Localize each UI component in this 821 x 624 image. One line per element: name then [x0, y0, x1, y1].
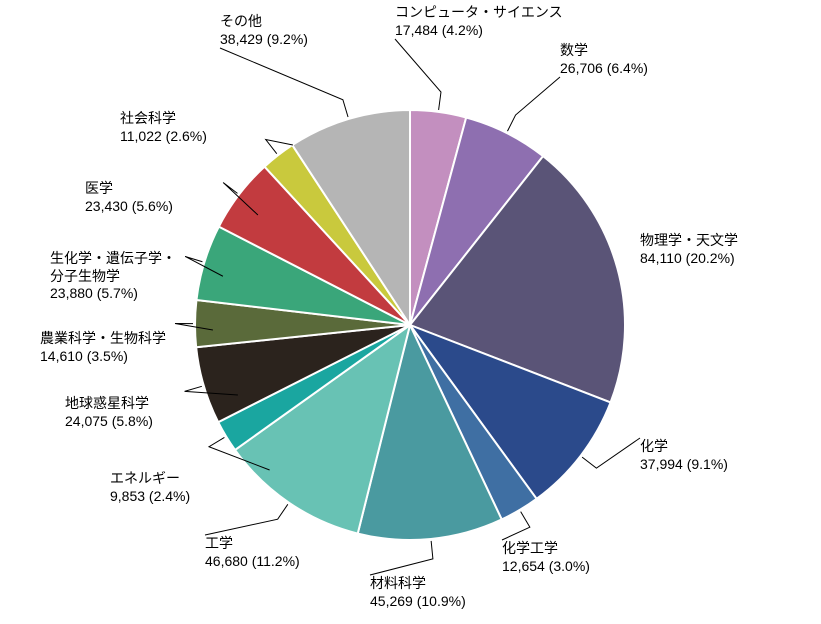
pie-label-line: 46,680 (11.2%): [205, 553, 300, 571]
pie-label-agri: 農業科学・生物科学14,610 (3.5%): [40, 330, 166, 365]
pie-label-line: 17,484 (4.2%): [395, 22, 563, 40]
pie-label-line: 23,880 (5.7%): [50, 285, 176, 303]
pie-label-line: 化学: [640, 438, 728, 456]
pie-label-line: 14,610 (3.5%): [40, 348, 166, 366]
pie-label-social: 社会科学11,022 (2.6%): [120, 110, 207, 145]
pie-label-line: 38,429 (9.2%): [220, 31, 308, 49]
pie-label-line: 37,994 (9.1%): [640, 456, 728, 474]
pie-label-materials: 材料科学45,269 (10.9%): [370, 575, 466, 610]
leader-line-eng: [205, 504, 288, 535]
pie-label-cs: コンピュータ・サイエンス17,484 (4.2%): [395, 4, 563, 39]
pie-label-line: 物理学・天文学: [640, 232, 738, 250]
pie-label-energy: エネルギー9,853 (2.4%): [110, 470, 190, 505]
pie-label-physics: 物理学・天文学84,110 (20.2%): [640, 232, 738, 267]
pie-label-line: エネルギー: [110, 470, 190, 488]
pie-chart: コンピュータ・サイエンス17,484 (4.2%)数学26,706 (6.4%)…: [0, 0, 821, 624]
pie-label-line: 農業科学・生物科学: [40, 330, 166, 348]
pie-label-earth: 地球惑星科学24,075 (5.8%): [65, 395, 153, 430]
leader-line-math: [507, 77, 560, 131]
pie-label-line: 材料科学: [370, 575, 466, 593]
pie-label-line: 化学工学: [502, 540, 590, 558]
leader-line-materials: [370, 541, 433, 575]
pie-label-line: 地球惑星科学: [65, 395, 153, 413]
pie-label-line: 9,853 (2.4%): [110, 488, 190, 506]
pie-label-line: 11,022 (2.6%): [120, 128, 207, 146]
pie-label-line: 26,706 (6.4%): [560, 60, 648, 78]
pie-label-chemistry: 化学37,994 (9.1%): [640, 438, 728, 473]
pie-label-line: 23,430 (5.6%): [85, 198, 173, 216]
pie-label-line: コンピュータ・サイエンス: [395, 4, 563, 22]
pie-label-other: その他38,429 (9.2%): [220, 13, 308, 48]
pie-label-line: 工学: [205, 535, 300, 553]
pie-label-chemeng: 化学工学12,654 (3.0%): [502, 540, 590, 575]
pie-slices-group: [195, 110, 625, 540]
pie-label-line: その他: [220, 13, 308, 31]
pie-label-line: 24,075 (5.8%): [65, 413, 153, 431]
pie-label-line: 45,269 (10.9%): [370, 593, 466, 611]
leader-line-cs: [395, 39, 441, 110]
pie-label-biochem: 生化学・遺伝子学・分子生物学23,880 (5.7%): [50, 250, 176, 303]
pie-label-line: 生化学・遺伝子学・: [50, 250, 176, 268]
pie-label-line: 社会科学: [120, 110, 207, 128]
pie-label-medicine: 医学23,430 (5.6%): [85, 180, 173, 215]
pie-label-line: 医学: [85, 180, 173, 198]
pie-label-line: 分子生物学: [50, 268, 176, 286]
leader-line-other: [220, 48, 348, 117]
pie-label-line: 数学: [560, 42, 648, 60]
pie-label-line: 84,110 (20.2%): [640, 250, 738, 268]
pie-svg: [0, 0, 821, 624]
pie-label-math: 数学26,706 (6.4%): [560, 42, 648, 77]
pie-label-line: 12,654 (3.0%): [502, 558, 590, 576]
pie-label-eng: 工学46,680 (11.2%): [205, 535, 300, 570]
